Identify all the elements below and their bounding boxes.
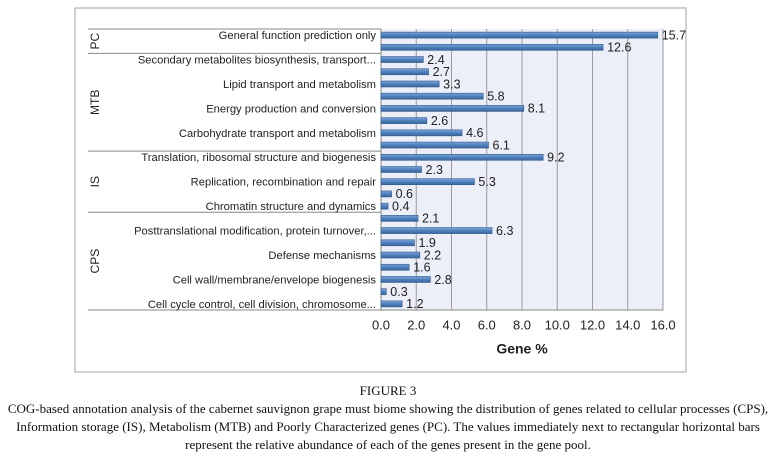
x-tick-label: 6.0 <box>478 317 496 332</box>
category-label: Defense mechanisms <box>268 250 376 262</box>
category-label: Secondary metabolites biosynthesis, tran… <box>138 54 376 66</box>
category-label: Lipid transport and metabolism <box>223 79 376 91</box>
category-label: Cell wall/membrane/envelope biogenesis <box>173 274 377 286</box>
value-label: 0.4 <box>392 199 409 213</box>
value-label: 9.2 <box>547 151 564 165</box>
value-label: 0.6 <box>396 187 413 201</box>
category-label: Energy production and conversion <box>206 103 376 115</box>
category-label: Posttranslational modification, protein … <box>134 226 376 238</box>
bar <box>380 251 421 259</box>
value-label: 4.6 <box>466 126 483 140</box>
bar <box>380 202 389 210</box>
x-tick-label: 10.0 <box>545 317 570 332</box>
x-tick-label: 16.0 <box>650 317 675 332</box>
x-tick-label: 4.0 <box>442 317 460 332</box>
caption: FIGURE 3 COG-based annotation analysis o… <box>3 382 773 454</box>
bar <box>380 92 484 100</box>
value-label: 2.2 <box>424 248 441 262</box>
bar <box>380 68 429 76</box>
x-tick-label: 12.0 <box>580 317 605 332</box>
bar <box>380 117 428 124</box>
value-label: 1.9 <box>418 236 435 250</box>
caption-title: FIGURE 3 <box>359 383 417 398</box>
category-label: Chromatin structure and dynamics <box>206 201 377 213</box>
value-label: 5.8 <box>487 89 504 103</box>
bar <box>380 141 489 149</box>
bar <box>380 239 415 247</box>
category-label: General function prediction only <box>219 30 377 42</box>
value-label: 1.6 <box>413 261 430 275</box>
x-tick-label: 14.0 <box>615 317 640 332</box>
value-label: 2.8 <box>434 273 451 287</box>
bar <box>380 288 387 295</box>
bar <box>380 190 392 198</box>
bar <box>380 178 475 186</box>
bar <box>380 263 410 271</box>
value-label: 1.2 <box>406 297 423 311</box>
bar <box>380 227 493 234</box>
x-tick-label: 8.0 <box>513 317 531 332</box>
bar <box>380 56 424 63</box>
value-label: 5.3 <box>478 175 495 189</box>
bar <box>380 105 525 112</box>
group-label: CPS <box>88 249 102 274</box>
value-label: 2.6 <box>431 114 448 128</box>
bar <box>380 80 440 88</box>
bar <box>380 31 659 39</box>
bar <box>380 300 403 308</box>
value-label: 2.3 <box>426 163 443 177</box>
value-label: 3.3 <box>443 77 460 91</box>
chart: Gene % 0.0 2.0 4.0 6.0 8.0 10.0 12.0 14.0 16.0 PC… <box>74 7 687 373</box>
x-tick-label: 2.0 <box>407 317 425 332</box>
value-label: 6.1 <box>493 138 510 152</box>
bar <box>380 153 544 161</box>
value-label: 2.1 <box>422 212 439 226</box>
bar <box>380 276 431 283</box>
category-label: Cell cycle control, cell division, chrom… <box>148 299 376 311</box>
value-label: 2.7 <box>433 65 450 79</box>
value-label: 6.3 <box>496 224 513 238</box>
value-label: 8.1 <box>528 102 545 116</box>
value-label: 12.6 <box>607 41 631 55</box>
category-label: Replication, recombination and repair <box>191 177 377 189</box>
group-label: MTB <box>88 90 102 115</box>
bar <box>380 215 419 222</box>
bar <box>380 129 463 137</box>
caption-text: COG-based annotation analysis of the cab… <box>7 401 769 452</box>
bar <box>380 166 422 173</box>
category-label: Carbohydrate transport and metabolism <box>179 128 376 140</box>
category-label: Translation, ribosomal structure and bio… <box>141 152 376 164</box>
value-label: 2.4 <box>427 53 444 67</box>
group-label: PC <box>88 33 102 50</box>
group-label: IS <box>88 176 102 187</box>
x-axis-title: Gene % <box>496 341 548 357</box>
value-label: 15.7 <box>662 28 686 42</box>
x-tick-label: 0.0 <box>372 317 390 332</box>
bar <box>380 44 604 51</box>
value-label: 0.3 <box>390 285 407 299</box>
